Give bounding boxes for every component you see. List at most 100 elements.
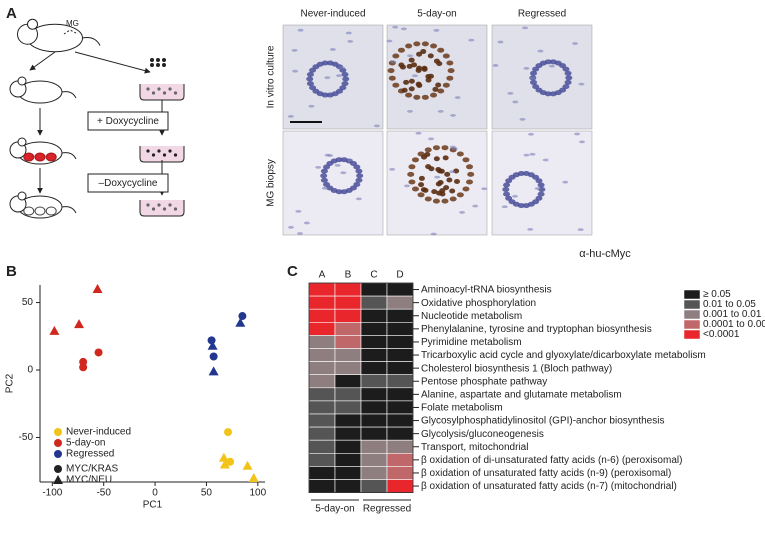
tumor <box>45 152 57 162</box>
heat-cell <box>308 439 336 454</box>
nucleus <box>387 68 395 74</box>
heat-cell <box>360 335 388 349</box>
nucleus <box>320 168 328 174</box>
stroma <box>451 147 458 150</box>
marker <box>238 312 247 321</box>
heat-cell <box>360 321 388 336</box>
nucleus <box>401 87 408 93</box>
heat-cell <box>360 439 388 454</box>
nucleus <box>418 182 425 188</box>
row-label: Aminoacyl-tRNA biosynthesis <box>421 285 552 296</box>
marker <box>79 363 88 372</box>
nucleus <box>437 88 445 94</box>
heat-cell <box>360 361 388 376</box>
heat-cell <box>360 387 388 402</box>
heat-cell <box>308 413 336 428</box>
heat-cell <box>360 413 388 428</box>
y-tick-label: 50 <box>22 297 34 308</box>
stroma <box>481 187 488 191</box>
stroma <box>454 96 461 99</box>
stroma <box>492 64 499 67</box>
stroma <box>579 140 586 144</box>
stroma <box>537 49 544 53</box>
cell <box>162 58 166 62</box>
heat-cell <box>360 374 388 389</box>
column-label: C <box>370 270 377 281</box>
heat-cell <box>386 348 414 362</box>
nucleus <box>427 73 434 79</box>
nucleus <box>422 187 429 193</box>
nucleus <box>340 189 348 195</box>
nucleus <box>532 66 540 72</box>
stroma <box>497 40 504 44</box>
marker <box>218 452 229 462</box>
cell <box>146 203 150 207</box>
nucleus <box>425 77 432 83</box>
stroma <box>340 171 347 175</box>
nucleus <box>326 185 334 191</box>
legend-label: Never-induced <box>66 427 131 438</box>
nucleus <box>522 203 530 209</box>
legend-swatch <box>683 329 701 340</box>
stain-label: α-hu-cMyc <box>579 248 631 260</box>
heat-cell <box>386 439 414 454</box>
heat-cell <box>334 479 362 493</box>
nucleus <box>398 62 405 68</box>
legend-swatch <box>54 439 62 447</box>
nucleus <box>453 179 460 185</box>
nucleus <box>462 186 470 192</box>
cell <box>157 87 161 91</box>
nucleus <box>306 76 314 82</box>
nucleus <box>443 185 450 191</box>
cell <box>156 63 160 67</box>
heat-cell <box>334 308 362 323</box>
nucleus <box>466 179 474 185</box>
stroma <box>434 175 441 179</box>
stroma <box>292 69 299 73</box>
y-axis-label: PC2 <box>5 373 16 393</box>
nucleus <box>532 84 540 90</box>
heat-cell <box>386 413 414 428</box>
heat-frame <box>308 282 414 494</box>
micrographs: Never-induced 5-day-on Regressed In vitro c… <box>266 9 593 236</box>
mouse-tail <box>82 37 101 46</box>
stroma <box>400 27 407 31</box>
stroma <box>297 28 304 32</box>
nucleus <box>530 70 538 76</box>
nucleus <box>430 43 438 49</box>
nucleus <box>341 81 349 87</box>
marker <box>92 284 103 294</box>
stroma <box>577 228 584 231</box>
mouse-ear <box>17 191 27 201</box>
stroma <box>527 227 534 231</box>
nucleus <box>355 177 363 183</box>
stroma <box>572 42 579 45</box>
stroma <box>428 137 435 141</box>
stroma <box>386 39 393 43</box>
stroma <box>528 132 535 136</box>
heat-cell <box>360 282 388 297</box>
column-header: 5-day-on <box>417 9 456 20</box>
nucleus <box>326 92 334 98</box>
marker <box>224 428 233 437</box>
nucleus <box>306 71 314 77</box>
row-header: MG biopsy <box>266 159 277 207</box>
nucleus <box>411 157 419 163</box>
diagram <box>9 18 185 219</box>
mouse-tail <box>61 91 77 99</box>
heat-cell <box>386 295 414 310</box>
heat-cell <box>308 295 336 310</box>
heat-cell <box>308 466 336 480</box>
marker <box>219 459 230 469</box>
nucleus <box>353 181 361 187</box>
nucleus <box>433 156 440 162</box>
nucleus <box>503 191 511 197</box>
nucleus <box>413 41 421 47</box>
nucleus <box>564 79 572 85</box>
nucleus <box>439 191 446 197</box>
cell <box>156 58 160 62</box>
stroma <box>373 124 380 128</box>
heat-cell <box>308 308 336 323</box>
nucleus <box>397 47 405 53</box>
heat-cell <box>308 361 336 376</box>
